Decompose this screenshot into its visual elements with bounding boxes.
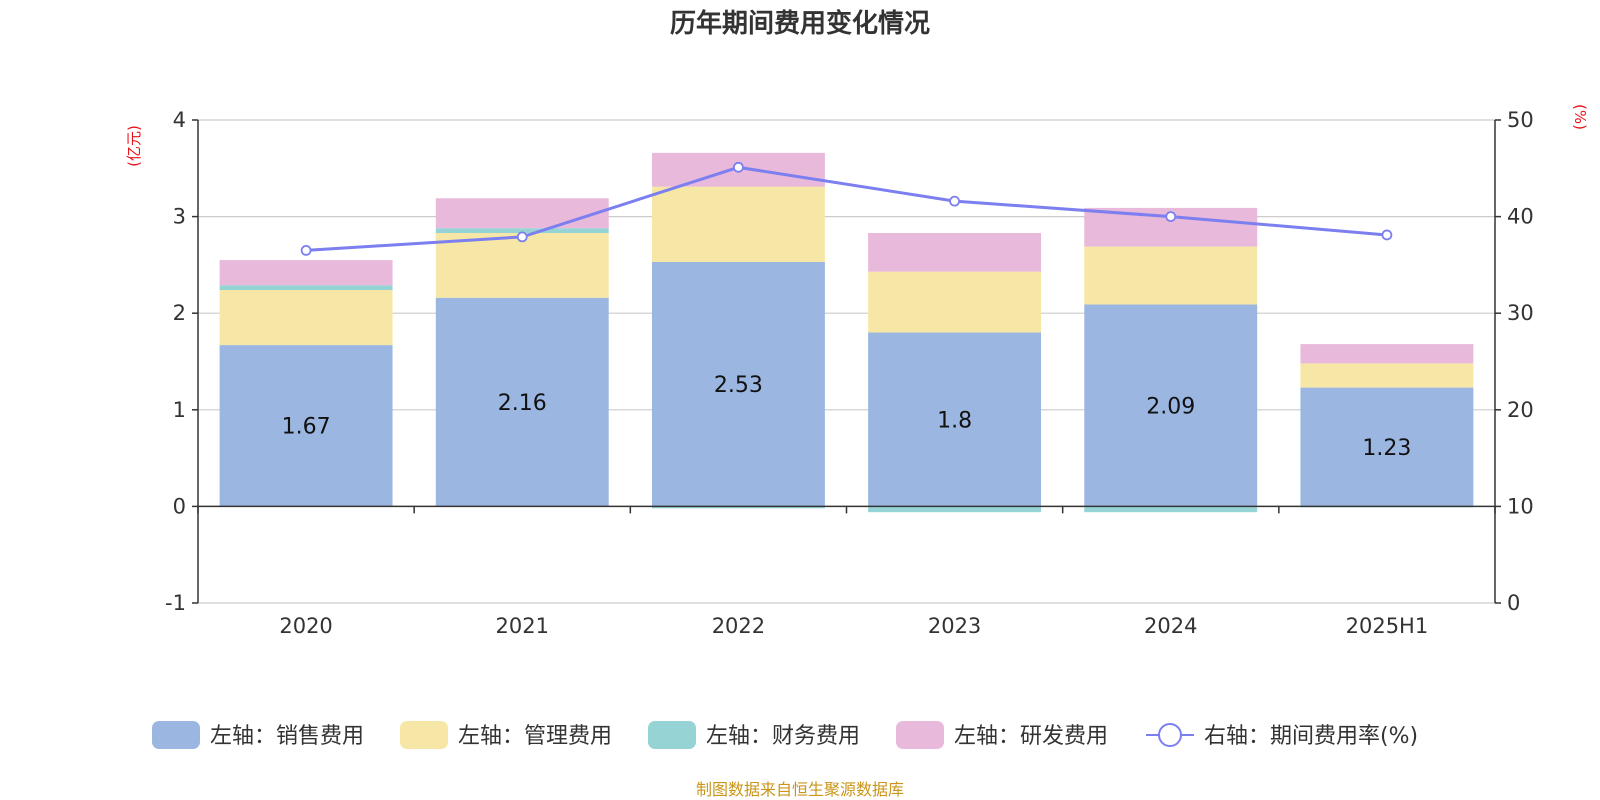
- bar-data-labels: 1.67 2.16 2.53 1.8 2.09 1.23: [282, 373, 1412, 461]
- x-axis-tick-label: 2023: [928, 614, 981, 638]
- legend: 左轴：销售费用 左轴：管理费用 左轴：财务费用 左轴：研发费用 右轴：期间费用率(%): [152, 721, 1418, 749]
- left-axis-tick-label: 3: [173, 205, 186, 229]
- right-axis-tick-label: 0: [1507, 591, 1520, 615]
- bar-3-2021: [435, 198, 609, 229]
- bar-2-2022: [651, 506, 825, 509]
- bar-0-2023: [868, 332, 1042, 507]
- right-axis-tick-label: 20: [1507, 398, 1534, 422]
- legend-swatch-2: [648, 721, 696, 749]
- left-axis-tick-label: 1: [173, 398, 186, 422]
- bar-data-label: 1.23: [1362, 436, 1411, 461]
- legend-label-1: 左轴：管理费用: [458, 724, 612, 749]
- bar-2-2021: [435, 228, 609, 234]
- rate-point-2024: [1165, 211, 1177, 223]
- left-axis-tick-label: 4: [173, 108, 186, 132]
- x-axis-tick-label: 2022: [712, 614, 765, 638]
- rate-point-2021: [516, 231, 528, 243]
- x-axis-tick-label: 2025H1: [1346, 614, 1429, 638]
- bar-data-label: 1.67: [282, 415, 331, 440]
- bar-2-2024: [1084, 506, 1258, 513]
- legend-line-marker: [1158, 723, 1182, 747]
- right-axis-tick-label: 30: [1507, 301, 1534, 325]
- bar-0-2024: [1084, 304, 1258, 507]
- x-axis-tick-label: 2024: [1144, 614, 1197, 638]
- rate-line: [305, 165, 1388, 252]
- bar-1-2021: [435, 233, 609, 298]
- left-axis-tick-label: -1: [165, 591, 186, 615]
- legend-swatch-3: [896, 721, 944, 749]
- bar-1-2023: [868, 271, 1042, 333]
- bar-series: [219, 152, 1474, 513]
- x-axis-tick-label: 2020: [279, 614, 332, 638]
- bar-data-label: 1.8: [937, 408, 972, 433]
- legend-label-4: 右轴：期间费用率(%): [1204, 724, 1418, 749]
- legend-swatch-0: [152, 721, 200, 749]
- bar-data-label: 2.16: [498, 391, 547, 416]
- bar-0-2021: [435, 297, 609, 507]
- rate-line-series: [300, 161, 1393, 256]
- bar-0-2025H1: [1300, 387, 1474, 507]
- rate-point-2020: [300, 245, 312, 256]
- rate-point-2023: [949, 195, 960, 207]
- legend-label-3: 左轴：研发费用: [954, 724, 1108, 749]
- right-axis-tick-label: 40: [1507, 205, 1534, 229]
- bar-2-2020: [219, 285, 393, 291]
- bar-data-label: 2.53: [714, 373, 763, 398]
- right-axis-tick-label: 10: [1507, 494, 1534, 518]
- data-source-note: 制图数据来自恒生聚源数据库: [696, 780, 904, 799]
- bar-3-2025H1: [1300, 344, 1474, 364]
- bar-0-2020: [219, 345, 393, 507]
- left-axis-tick-label: 0: [173, 494, 186, 518]
- grid-lines: [198, 119, 1495, 604]
- legend-label-2: 左轴：财务费用: [706, 724, 860, 749]
- bar-1-2024: [1084, 246, 1258, 305]
- chart-title: 历年期间费用变化情况: [670, 8, 930, 39]
- bar-2-2023: [868, 506, 1042, 513]
- bar-data-label: 2.09: [1146, 394, 1195, 419]
- legend-swatch-1: [400, 721, 448, 749]
- right-axis-unit: (%): [1571, 104, 1589, 130]
- bar-3-2023: [868, 233, 1042, 272]
- bar-1-2025H1: [1300, 363, 1474, 388]
- bar-3-2020: [219, 260, 393, 286]
- rate-point-2025H1: [1381, 229, 1393, 241]
- bar-1-2022: [651, 186, 825, 263]
- right-axis-tick-label: 50: [1507, 108, 1534, 132]
- x-axis-tick-label: 2021: [496, 614, 549, 638]
- rate-point-2022: [733, 161, 744, 173]
- left-axis-tick-label: 2: [173, 301, 186, 325]
- bar-1-2020: [219, 290, 393, 346]
- left-axis-unit: (亿元): [125, 125, 143, 167]
- legend-label-0: 左轴：销售费用: [210, 724, 364, 749]
- bar-0-2022: [651, 262, 825, 507]
